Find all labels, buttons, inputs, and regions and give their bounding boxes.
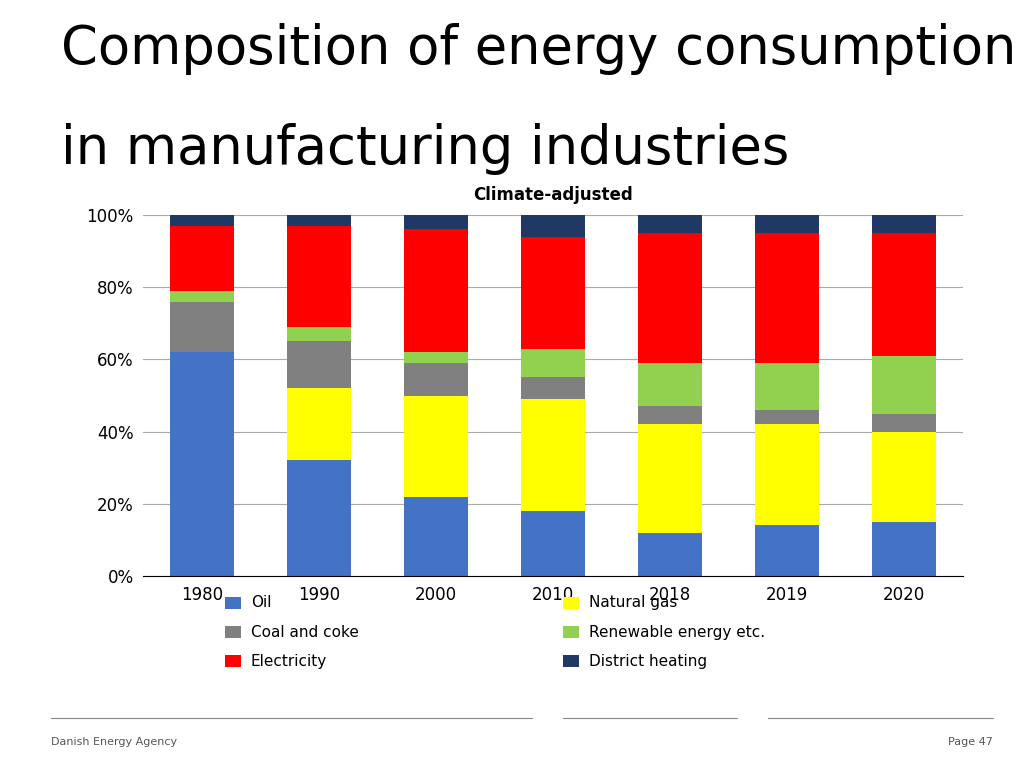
Bar xyxy=(287,215,351,226)
Bar xyxy=(403,353,468,363)
Bar xyxy=(638,533,702,576)
Bar xyxy=(170,291,234,302)
Bar xyxy=(871,413,936,432)
Text: Composition of energy consumption: Composition of energy consumption xyxy=(61,23,1017,75)
Bar xyxy=(287,341,351,389)
Text: Coal and coke: Coal and coke xyxy=(251,624,358,640)
Bar xyxy=(287,327,351,341)
Bar xyxy=(871,215,936,233)
Bar xyxy=(871,432,936,522)
Bar xyxy=(170,302,234,353)
Text: Danish Energy Agency: Danish Energy Agency xyxy=(51,737,177,747)
Bar xyxy=(287,226,351,327)
Bar xyxy=(403,497,468,576)
Text: Renewable energy etc.: Renewable energy etc. xyxy=(589,624,765,640)
Bar xyxy=(638,233,702,363)
Text: Electricity: Electricity xyxy=(251,654,327,669)
Text: Climate-adjusted: Climate-adjusted xyxy=(473,186,633,204)
Bar xyxy=(638,363,702,406)
Bar xyxy=(638,406,702,425)
Bar xyxy=(755,525,819,576)
Bar xyxy=(403,215,468,230)
Bar xyxy=(755,410,819,425)
Text: Oil: Oil xyxy=(251,595,271,611)
Bar xyxy=(287,389,351,461)
Text: Page 47: Page 47 xyxy=(948,737,993,747)
Bar xyxy=(871,522,936,576)
Bar xyxy=(871,356,936,413)
Bar xyxy=(521,511,585,576)
Bar xyxy=(521,215,585,237)
Bar xyxy=(170,226,234,291)
Bar xyxy=(755,215,819,233)
Bar xyxy=(403,230,468,353)
Bar xyxy=(287,461,351,576)
Bar xyxy=(755,233,819,363)
Bar xyxy=(521,399,585,511)
Bar xyxy=(170,215,234,226)
Bar xyxy=(755,363,819,410)
Bar xyxy=(871,233,936,356)
Bar xyxy=(403,363,468,396)
Bar xyxy=(170,353,234,576)
Bar xyxy=(403,396,468,497)
Bar xyxy=(521,237,585,349)
Bar xyxy=(521,349,585,378)
Bar xyxy=(638,215,702,233)
Bar xyxy=(521,378,585,399)
Bar xyxy=(755,425,819,525)
Text: in manufacturing industries: in manufacturing industries xyxy=(61,123,790,175)
Text: Natural gas: Natural gas xyxy=(589,595,677,611)
Text: District heating: District heating xyxy=(589,654,707,669)
Bar xyxy=(638,425,702,533)
